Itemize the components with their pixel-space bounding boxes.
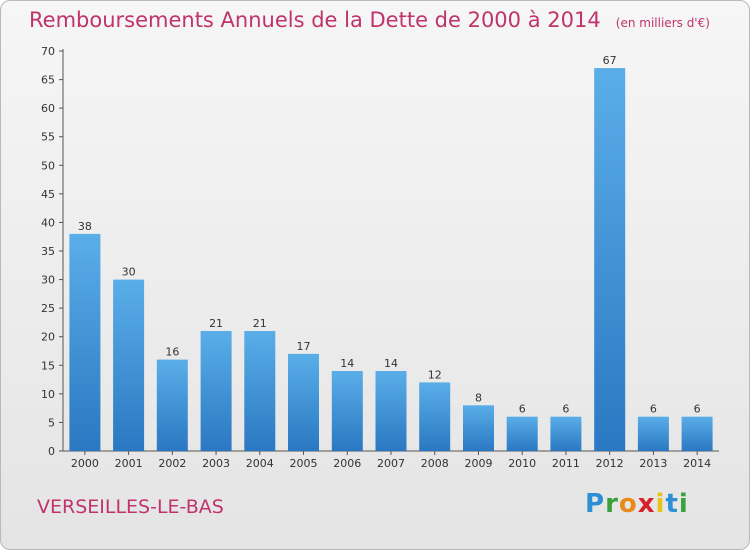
bar-value-label: 6	[650, 403, 657, 416]
y-tick-label: 30	[41, 274, 55, 287]
y-tick-label: 15	[41, 359, 55, 372]
x-tick-label: 2002	[158, 457, 186, 470]
y-tick-label: 5	[48, 416, 55, 429]
bar-value-label: 16	[165, 346, 179, 359]
chart-title: Remboursements Annuels de la Dette de 20…	[29, 8, 710, 32]
bar-value-label: 21	[209, 317, 223, 330]
bar-value-label: 21	[253, 317, 267, 330]
logo-letter: x	[637, 489, 656, 519]
bar-value-label: 38	[78, 220, 92, 233]
y-tick-label: 10	[41, 388, 55, 401]
bars: 38 30 16 21 21 17 14 14 12 8 6 6 67 6 6	[69, 54, 713, 451]
bar	[419, 382, 451, 451]
logo-letter: o	[618, 489, 638, 519]
bar	[463, 405, 494, 451]
bar	[331, 371, 363, 451]
x-tick-label: 2012	[596, 457, 624, 470]
x-tick-label: 2009	[464, 457, 492, 470]
bar-value-label: 30	[122, 266, 136, 279]
x-tick-label: 2001	[115, 457, 143, 470]
x-tick-label: 2003	[202, 457, 230, 470]
bar-value-label: 6	[694, 403, 701, 416]
x-tick-label: 2005	[290, 457, 318, 470]
bar	[681, 416, 713, 451]
y-tick-label: 60	[41, 102, 55, 115]
bar	[375, 371, 407, 451]
x-axis: 2000 2001 2002 2003 2004 2005 2006 2007 2008 2009…	[63, 450, 719, 470]
x-tick-label: 2000	[71, 457, 99, 470]
bar-value-label: 12	[428, 368, 442, 381]
bar-value-label: 67	[603, 54, 617, 67]
x-tick-label: 2011	[552, 457, 580, 470]
bar	[594, 68, 626, 451]
y-tick-label: 20	[41, 331, 55, 344]
bar	[244, 331, 276, 451]
y-tick-label: 50	[41, 159, 55, 172]
y-tick-label: 65	[41, 74, 55, 87]
y-tick-label: 45	[41, 188, 55, 201]
logo-letter: P	[585, 489, 606, 519]
bar	[156, 359, 188, 451]
x-tick-label: 2004	[246, 457, 274, 470]
bar	[550, 416, 582, 451]
logo-letter: i	[655, 489, 666, 519]
x-tick-label: 2008	[421, 457, 449, 470]
bar	[637, 416, 669, 451]
chart-title-unit: (en milliers d'€)	[615, 16, 710, 30]
y-axis: 0 5 10 15 20 25 30 35 40 45 50 55 60 65 70	[41, 45, 64, 458]
x-tick-label: 2007	[377, 457, 405, 470]
bar-value-label: 8	[475, 391, 482, 404]
bar-value-label: 6	[562, 403, 569, 416]
logo-letter: i	[678, 489, 689, 519]
bar	[288, 353, 319, 451]
y-tick-label: 35	[41, 245, 55, 258]
commune-name: VERSEILLES-LE-BAS	[37, 496, 224, 518]
logo-letter: r	[605, 489, 619, 519]
y-tick-label: 0	[48, 445, 55, 458]
bar-value-label: 17	[297, 340, 311, 353]
x-tick-label: 2006	[333, 457, 361, 470]
y-tick-label: 55	[41, 131, 55, 144]
y-tick-label: 25	[41, 302, 55, 315]
y-tick-label: 70	[41, 45, 55, 58]
bar	[506, 416, 538, 451]
bar-value-label: 14	[340, 357, 354, 370]
proxiti-logo: Proxiti	[585, 489, 689, 519]
x-tick-label: 2014	[683, 457, 711, 470]
logo-letter: t	[665, 489, 679, 519]
y-tick-label: 40	[41, 216, 55, 229]
x-tick-label: 2010	[508, 457, 536, 470]
bar-value-label: 6	[519, 403, 526, 416]
bar	[200, 331, 232, 451]
x-tick-label: 2013	[639, 457, 667, 470]
bar-value-label: 14	[384, 357, 398, 370]
bar	[69, 233, 101, 451]
bar	[113, 279, 145, 451]
chart-title-main: Remboursements Annuels de la Dette de 20…	[29, 8, 601, 32]
